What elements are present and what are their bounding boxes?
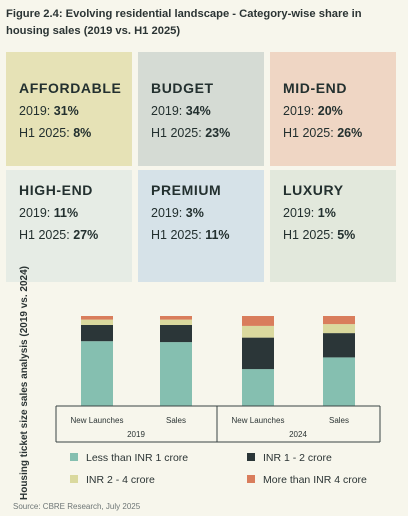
value-h1-2025: 23% [205, 126, 231, 140]
label-2019: 2019: [283, 104, 315, 118]
value-h1-2025: 27% [73, 228, 99, 242]
bar-segment-4-series-3 [323, 324, 355, 334]
bar-segment-2-series-2 [160, 325, 192, 343]
card-row-h1-2025: H1 2025: 8% [19, 122, 132, 144]
group-label: 2019 [127, 430, 145, 439]
stacked-bar-chart: New Launches Sales New Launches Sales 2019 20… [55, 316, 381, 443]
card-budget: BUDGET 2019: 34% H1 2025: 23% [138, 52, 264, 166]
category-label: Sales [329, 416, 349, 425]
bar-segment-2-series-4 [160, 316, 192, 320]
value-2019: 3% [185, 206, 204, 220]
value-h1-2025: 11% [205, 228, 230, 242]
bar-segment-4-series-4 [323, 316, 355, 325]
card-category: HIGH-END [19, 182, 94, 198]
value-2019: 31% [53, 104, 79, 118]
card-row-2019: 2019: 11% [19, 202, 132, 224]
label-h1-2025: H1 2025: [283, 126, 334, 140]
label-2019: 2019: [19, 104, 51, 118]
label-h1-2025: H1 2025: [19, 228, 70, 242]
bar-segment-3-series-2 [242, 337, 274, 370]
card-premium: PREMIUM 2019: 3% H1 2025: 11% [138, 170, 264, 282]
legend-item: More than INR 4 crore [247, 474, 367, 486]
legend-label: INR 2 - 4 crore [86, 474, 155, 486]
label-2019: 2019: [19, 206, 51, 220]
value-h1-2025: 5% [337, 228, 356, 242]
card-luxury: LUXURY 2019: 1% H1 2025: 5% [270, 170, 396, 282]
card-category: AFFORDABLE [19, 80, 122, 96]
legend-swatch [247, 453, 255, 461]
card-mid-end: MID-END 2019: 20% H1 2025: 26% [270, 52, 396, 166]
legend-swatch [70, 475, 78, 483]
bar-segment-1-series-3 [81, 319, 113, 325]
legend-item: INR 2 - 4 crore [70, 474, 155, 486]
bar-segment-1-series-2 [81, 325, 113, 342]
card-row-2019: 2019: 34% [151, 100, 264, 122]
card-row-2019: 2019: 1% [283, 202, 396, 224]
label-h1-2025: H1 2025: [283, 228, 334, 242]
label-h1-2025: H1 2025: [151, 228, 202, 242]
legend-label: More than INR 4 crore [263, 474, 367, 486]
bar-segment-4-series-2 [323, 333, 355, 358]
label-2019: 2019: [283, 206, 315, 220]
bar-segment-3-series-4 [242, 316, 274, 326]
label-h1-2025: H1 2025: [19, 126, 70, 140]
legend-item: INR 1 - 2 crore [247, 452, 332, 464]
card-row-2019: 2019: 20% [283, 100, 396, 122]
card-category: BUDGET [151, 80, 214, 96]
card-row-h1-2025: H1 2025: 23% [151, 122, 264, 144]
bar-segment-4-series-1 [323, 357, 355, 406]
card-row-2019: 2019: 3% [151, 202, 264, 224]
label-2019: 2019: [151, 206, 183, 220]
bar-segment-1-series-4 [81, 316, 113, 320]
bar-segment-3-series-1 [242, 369, 274, 406]
category-label: New Launches [232, 416, 285, 425]
card-category: MID-END [283, 80, 348, 96]
card-row-2019: 2019: 31% [19, 100, 132, 122]
card-high-end: HIGH-END 2019: 11% H1 2025: 27% [6, 170, 132, 282]
legend-item: Less than INR 1 crore [70, 452, 188, 464]
bar-segment-2-series-1 [160, 342, 192, 406]
value-2019: 11% [53, 206, 79, 220]
label-2019: 2019: [151, 104, 183, 118]
card-affordable: AFFORDABLE 2019: 31% H1 2025: 8% [6, 52, 132, 166]
bar-segment-3-series-3 [242, 325, 274, 338]
bar-segment-2-series-3 [160, 319, 192, 325]
source-note: Source: CBRE Research, July 2025 [13, 502, 141, 511]
card-row-h1-2025: H1 2025: 27% [19, 224, 132, 246]
card-row-h1-2025: H1 2025: 11% [151, 224, 264, 246]
bar-segment-1-series-1 [81, 341, 113, 406]
legend-label: Less than INR 1 crore [86, 452, 189, 464]
label-h1-2025: H1 2025: [151, 126, 202, 140]
legend-label: INR 1 - 2 crore [263, 452, 332, 464]
value-2019: 34% [185, 104, 211, 118]
card-category: LUXURY [283, 182, 344, 198]
group-label: 2024 [289, 430, 307, 439]
value-h1-2025: 8% [73, 126, 92, 140]
figure-title: Figure 2.4: Evolving residential landsca… [6, 8, 362, 37]
card-category: PREMIUM [151, 182, 222, 198]
card-row-h1-2025: H1 2025: 26% [283, 122, 396, 144]
category-label: Sales [166, 416, 186, 425]
value-2019: 1% [317, 206, 336, 220]
card-row-h1-2025: H1 2025: 5% [283, 224, 396, 246]
value-2019: 20% [317, 104, 343, 118]
category-label: New Launches [71, 416, 124, 425]
legend-swatch [70, 453, 78, 461]
legend-swatch [247, 475, 255, 483]
value-h1-2025: 26% [337, 126, 363, 140]
